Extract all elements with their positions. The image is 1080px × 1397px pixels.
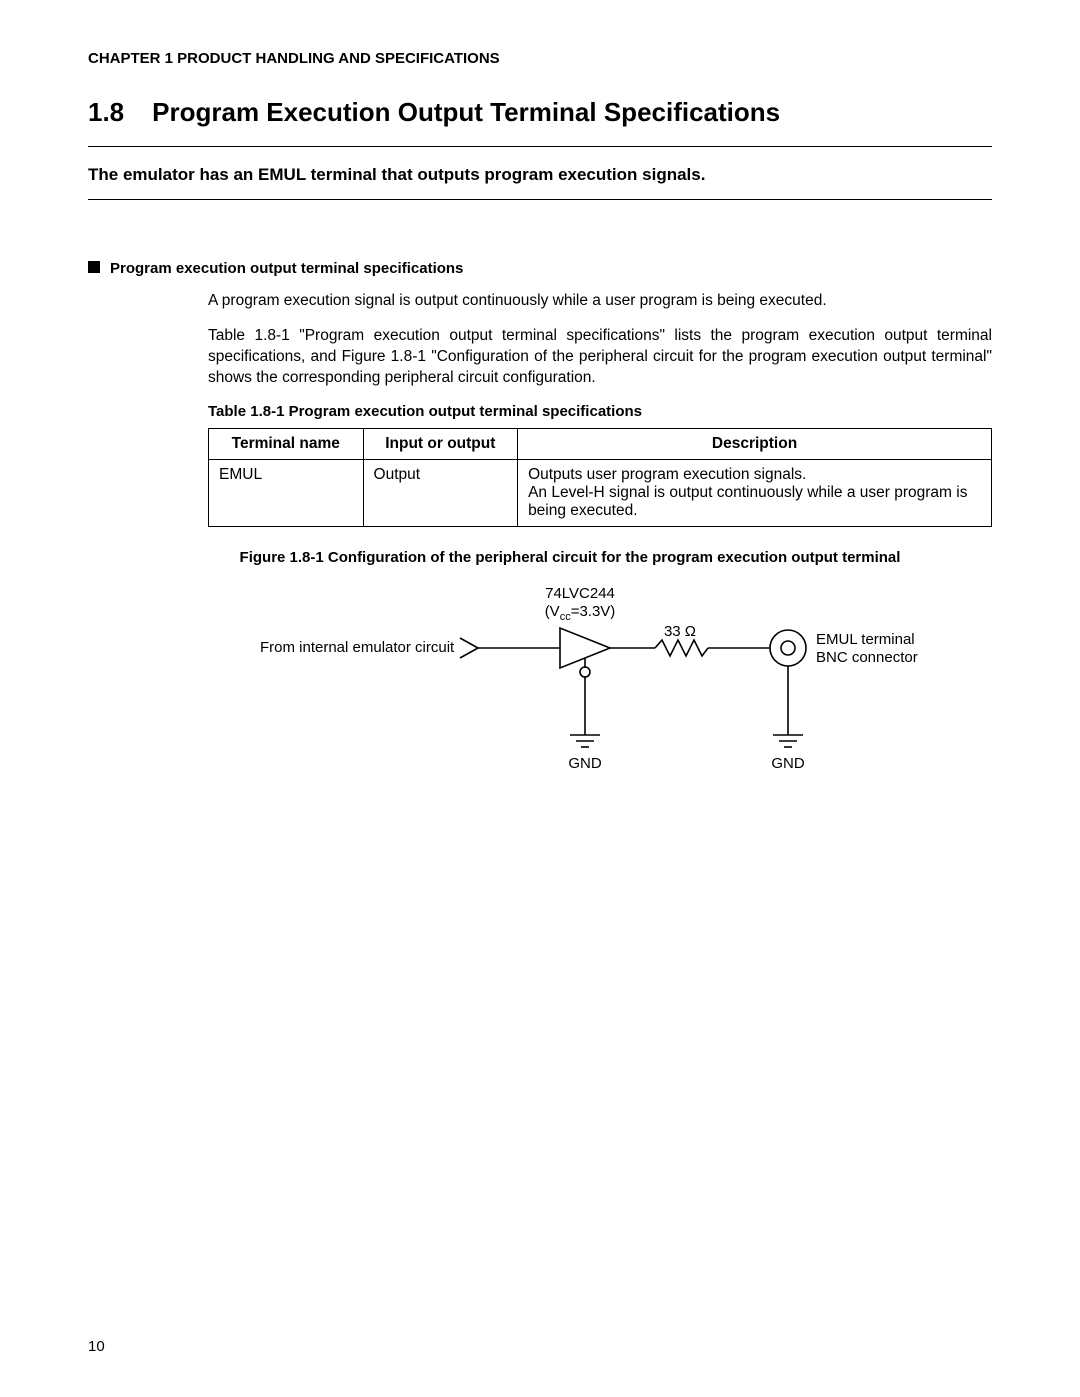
enable-bubble-icon [580, 667, 590, 677]
resistor-icon [655, 640, 708, 656]
page-number: 10 [88, 1338, 105, 1355]
paragraph-1: A program execution signal is output con… [208, 291, 992, 312]
bnc-inner-icon [781, 641, 795, 655]
section-title-text: Program Execution Output Terminal Specif… [152, 97, 780, 127]
th-terminal: Terminal name [209, 428, 364, 459]
vcc-label: (Vcc=3.3V) [545, 603, 616, 623]
table-row: EMUL Output Outputs user program executi… [209, 459, 992, 526]
th-desc: Description [518, 428, 992, 459]
section-title: 1.8 Program Execution Output Terminal Spe… [88, 97, 992, 128]
intro-text: The emulator has an EMUL terminal that o… [88, 165, 992, 185]
gnd2-label: GND [771, 755, 805, 772]
bullet-square-icon [88, 261, 100, 273]
bnc-connector-label: BNC connector [816, 649, 918, 666]
open-arrow-icon [460, 638, 478, 658]
paragraph-2: Table 1.8-1 "Program execution output te… [208, 326, 992, 389]
figure-caption: Figure 1.8-1 Configuration of the periph… [148, 549, 992, 566]
chip-label: 74LVC244 [545, 585, 615, 602]
subsection-label: Program execution output terminal specif… [110, 260, 463, 277]
td-desc: Outputs user program execution signals. … [518, 459, 992, 526]
td-terminal: EMUL [209, 459, 364, 526]
divider-bottom [88, 199, 992, 200]
td-io: Output [363, 459, 518, 526]
gnd1-label: GND [568, 755, 602, 772]
table-caption: Table 1.8-1 Program execution output ter… [208, 403, 992, 420]
table-header-row: Terminal name Input or output Descriptio… [209, 428, 992, 459]
section-number: 1.8 [88, 97, 124, 128]
resistor-label: 33 Ω [664, 623, 696, 640]
th-io: Input or output [363, 428, 518, 459]
spec-table: Terminal name Input or output Descriptio… [208, 428, 992, 527]
subsection-head: Program execution output terminal specif… [88, 260, 992, 277]
bnc-outer-icon [770, 630, 806, 666]
divider-top [88, 146, 992, 147]
chapter-header: CHAPTER 1 PRODUCT HANDLING AND SPECIFICA… [88, 50, 992, 67]
emul-terminal-label: EMUL terminal [816, 631, 915, 648]
source-label: From internal emulator circuit [260, 639, 455, 656]
circuit-figure: 74LVC244 (Vcc=3.3V) From internal emulat… [148, 580, 992, 805]
